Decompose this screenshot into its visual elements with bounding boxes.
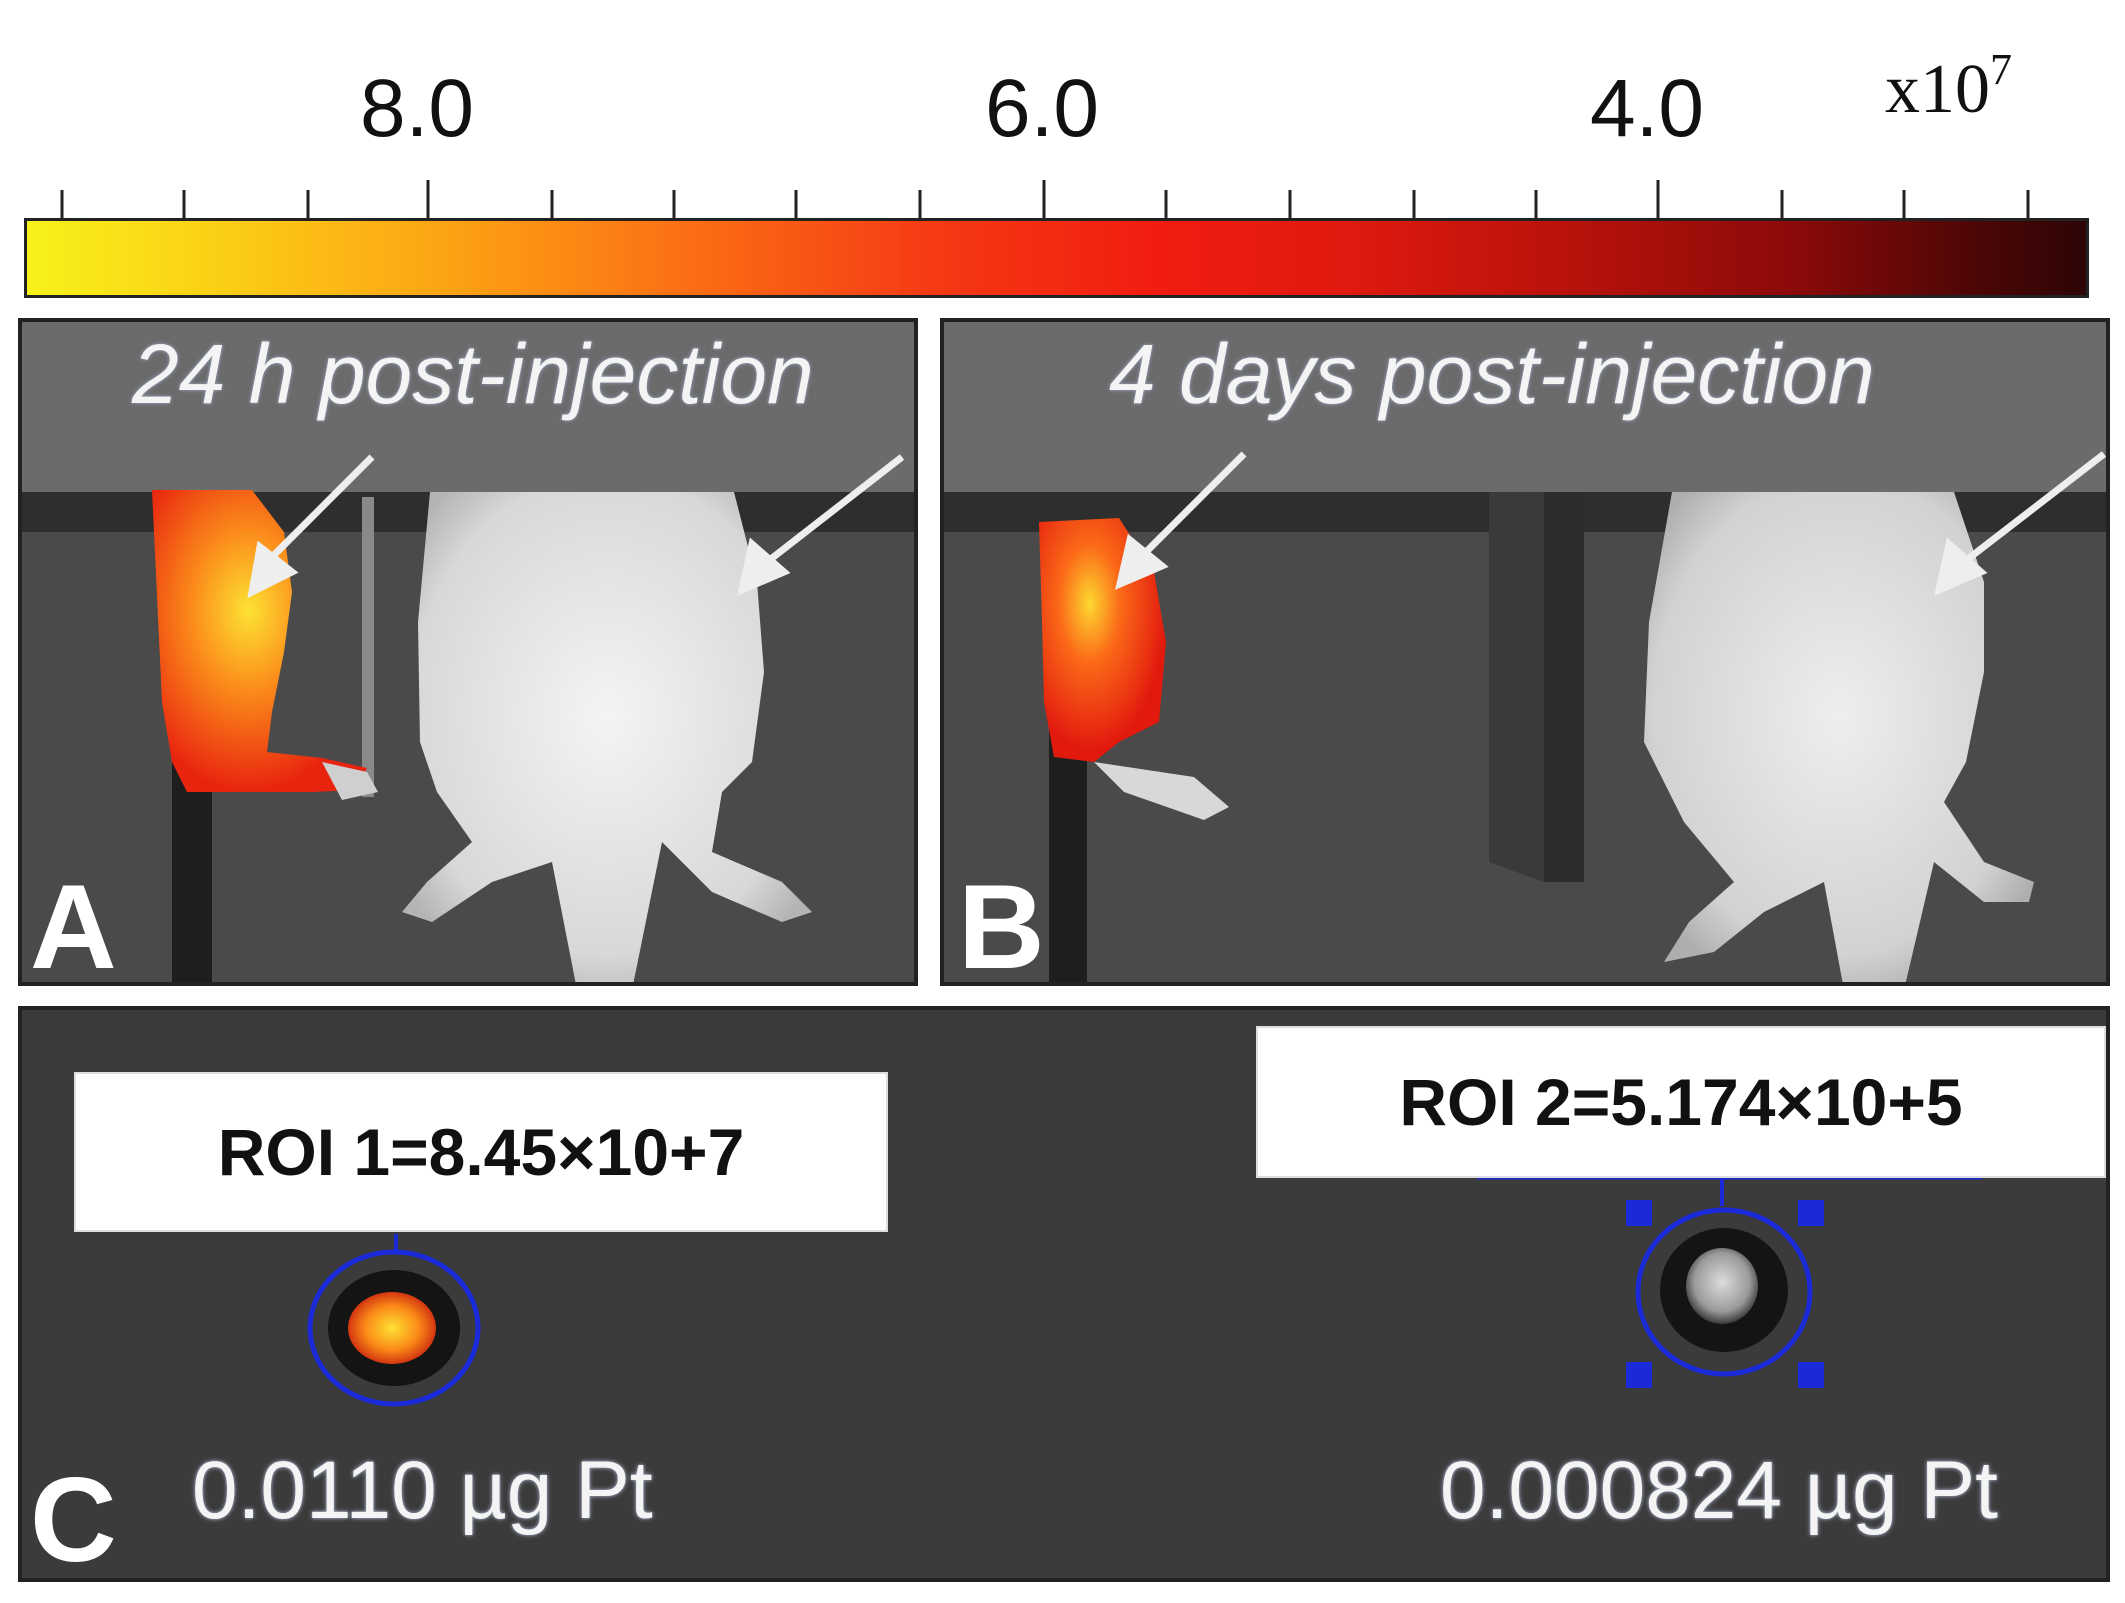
panel-a-caption: 24 h post-injection [132, 327, 814, 421]
roi-1-dose: 0.0110 µg Pt [192, 1445, 653, 1536]
mouse-body-b [1644, 492, 2034, 982]
colorbar-label-8: 8.0 [360, 63, 474, 154]
roi-2-signal [1686, 1248, 1758, 1324]
roi-2-handles[interactable] [1626, 1200, 1824, 1388]
roi-2-circle [1635, 1207, 1813, 1377]
panel-b: 4 days post-injection B [940, 318, 2110, 986]
panel-b-caption: 4 days post-injection [1109, 327, 1875, 421]
colorbar-label-4: 4.0 [1590, 63, 1704, 154]
roi-1-circle [307, 1249, 481, 1407]
colorbar-gradient [24, 218, 2089, 298]
panel-c-letter: C [30, 1453, 117, 1582]
mouse-image-a [152, 454, 905, 982]
roi-image [307, 1176, 1982, 1407]
roi-1-label-box: ROI 1=8.45×10+7 [74, 1072, 888, 1232]
fluorescence-signal-a [152, 490, 367, 792]
panel-a: 24 h post-injection A [18, 318, 918, 986]
roi-1-label: ROI 1=8.45×10+7 [217, 1115, 745, 1189]
panel-c: ROI 1=8.45×10+7 ROI 2=5.174×10+5 0.0110 … [18, 1006, 2110, 1582]
chamber-top-band [944, 322, 2106, 492]
roi-2-label-box: ROI 2=5.174×10+5 [1256, 1026, 2106, 1178]
roi-1-signal [348, 1292, 436, 1364]
colorbar-ticks [60, 180, 2030, 220]
panel-b-letter: B [958, 860, 1045, 986]
colorbar-exponent: x107 [1885, 45, 2012, 128]
panel-a-letter: A [30, 860, 117, 986]
mouse-image-b [1039, 451, 2106, 982]
mouse-body-a [402, 492, 812, 982]
roi-2-label: ROI 2=5.174×10+5 [1399, 1065, 1963, 1139]
colorbar-label-6: 6.0 [985, 63, 1099, 154]
chamber-top-band [22, 322, 914, 492]
roi-2-dose: 0.000824 µg Pt [1440, 1445, 1998, 1536]
